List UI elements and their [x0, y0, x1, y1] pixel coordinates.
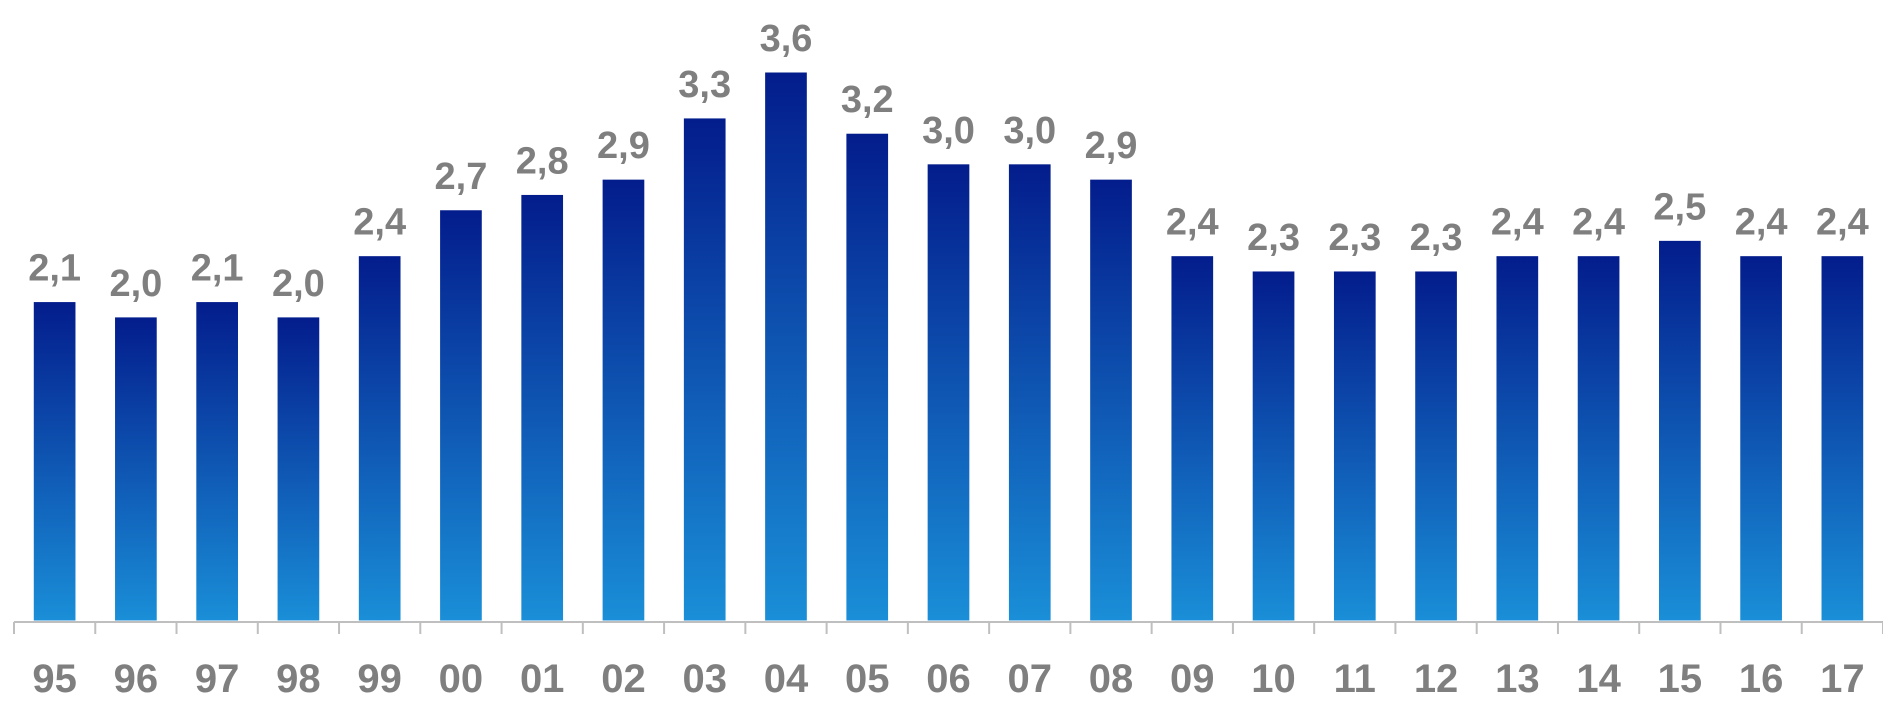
bar-96: [112, 314, 160, 624]
value-label-96: 2,0: [109, 263, 162, 305]
value-label-01: 2,8: [516, 140, 569, 182]
x-tick-label-99: 99: [357, 657, 402, 701]
x-tick-label-09: 09: [1170, 657, 1215, 701]
bar-04: [762, 69, 810, 624]
x-tick-label-04: 04: [764, 657, 809, 701]
value-label-15: 2,5: [1653, 186, 1706, 228]
bar-05: [843, 130, 892, 624]
x-tick-label-05: 05: [845, 657, 890, 701]
bar-17: [1818, 253, 1867, 624]
value-label-06: 3,0: [922, 110, 975, 152]
value-label-16: 2,4: [1735, 202, 1788, 244]
bar-14: [1574, 253, 1623, 624]
value-label-02: 2,9: [597, 125, 650, 167]
value-label-95: 2,1: [28, 248, 81, 290]
bar-08: [1087, 176, 1135, 624]
bar-02: [599, 176, 648, 624]
value-label-12: 2,3: [1410, 217, 1463, 259]
value-label-10: 2,3: [1247, 217, 1300, 259]
x-tick-label-17: 17: [1820, 657, 1865, 701]
value-label-08: 2,9: [1085, 125, 1138, 167]
bar-11: [1330, 268, 1379, 624]
value-label-98: 2,0: [272, 263, 325, 305]
value-label-14: 2,4: [1572, 202, 1625, 244]
value-label-17: 2,4: [1816, 202, 1869, 244]
value-label-00: 2,7: [435, 156, 488, 198]
bar-06: [924, 161, 973, 624]
x-tick-label-14: 14: [1576, 657, 1621, 701]
x-tick-labels: 95 96 97 98 99 00 01 02 03 04 05 06 07 08 09 10 11 12 13 14…: [32, 657, 1864, 701]
bar-10: [1249, 268, 1298, 624]
x-tick-label-97: 97: [195, 657, 240, 701]
x-tick-label-03: 03: [682, 657, 727, 701]
bar-15: [1656, 237, 1704, 624]
x-tick-label-13: 13: [1495, 657, 1540, 701]
value-label-11: 2,3: [1328, 217, 1381, 259]
x-tick-label-00: 00: [439, 657, 484, 701]
value-label-99: 2,4: [353, 202, 406, 244]
x-tick-label-07: 07: [1008, 657, 1053, 701]
value-label-07: 3,0: [1003, 110, 1056, 152]
value-label-13: 2,4: [1491, 202, 1544, 244]
bar-13: [1493, 253, 1542, 624]
x-tick-label-96: 96: [114, 657, 159, 701]
x-tick-label-16: 16: [1739, 657, 1784, 701]
bar-97: [193, 299, 241, 624]
bars-layer: [30, 69, 1867, 624]
bar-03: [680, 115, 729, 624]
x-tick-label-02: 02: [601, 657, 646, 701]
x-tick-label-12: 12: [1414, 657, 1459, 701]
bar-95: [30, 299, 79, 624]
x-tick-label-95: 95: [32, 657, 77, 701]
x-tick-label-08: 08: [1089, 657, 1134, 701]
bar-99: [355, 253, 404, 624]
x-tick-label-06: 06: [926, 657, 971, 701]
bar-16: [1737, 253, 1785, 624]
bar-98: [274, 314, 323, 624]
x-axis: [13, 621, 1883, 634]
x-tick-label-98: 98: [276, 657, 321, 701]
x-tick-label-10: 10: [1251, 657, 1296, 701]
bar-07: [1005, 161, 1054, 624]
value-labels-layer: 2,1 2,0 2,1 2,0 2,4 2,7 2,8 2,9 3,3 3,6 3,2 3,0 3,0 2…: [28, 18, 1869, 305]
value-label-97: 2,1: [191, 248, 244, 290]
bar-09: [1168, 253, 1217, 624]
value-label-04: 3,6: [760, 18, 813, 60]
x-tick-label-11: 11: [1334, 657, 1376, 701]
bar-12: [1412, 268, 1460, 624]
value-label-03: 3,3: [678, 64, 731, 106]
x-tick-label-15: 15: [1658, 657, 1703, 701]
x-tick-label-01: 01: [520, 657, 565, 701]
value-label-05: 3,2: [841, 79, 894, 121]
bar-00: [437, 207, 485, 624]
value-label-09: 2,4: [1166, 202, 1219, 244]
bar-01: [518, 191, 567, 624]
